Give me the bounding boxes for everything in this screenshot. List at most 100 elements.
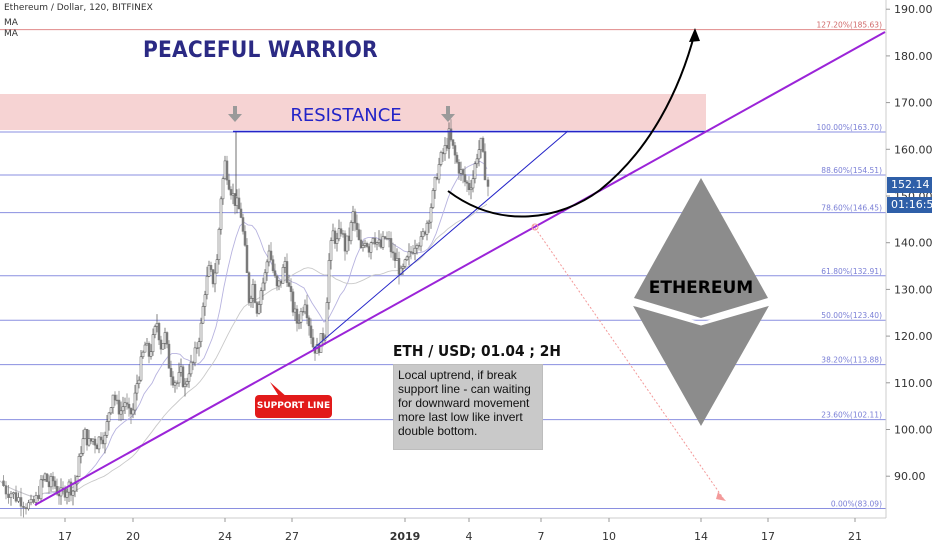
x-tick-label: 24 <box>218 530 232 543</box>
candle-body <box>29 499 33 504</box>
candle-body <box>153 326 157 335</box>
candle-body <box>219 198 223 230</box>
candle-body <box>53 480 57 487</box>
candle-body <box>441 152 445 155</box>
candle-body <box>217 228 221 260</box>
candle-body <box>309 325 313 338</box>
candle-body <box>285 261 289 283</box>
candle-body <box>429 207 433 223</box>
price-axis[interactable]: 90.00100.00110.00120.00130.00140.00150.0… <box>886 3 932 483</box>
indicator-label[interactable]: MA <box>4 18 18 28</box>
candle-body <box>71 490 75 496</box>
y-tick-label: 100.00 <box>894 424 932 437</box>
projection-line <box>532 224 724 499</box>
candle-body <box>157 323 161 341</box>
candle-body <box>239 208 243 218</box>
candle-body <box>379 239 383 248</box>
candle-body <box>299 311 303 323</box>
indicator-label[interactable]: MA <box>4 29 18 39</box>
candle-body <box>369 242 373 253</box>
y-tick-label: 170.00 <box>894 97 932 110</box>
candle-body <box>397 258 401 275</box>
candle-body <box>401 266 405 269</box>
candle-body <box>461 169 465 175</box>
candle-body <box>32 499 35 503</box>
candle-body <box>151 334 155 353</box>
candle-body <box>483 151 487 181</box>
ethereum-logo: ETHEREUM <box>631 178 771 426</box>
candle-body <box>259 290 263 305</box>
candle-body <box>125 402 129 405</box>
time-axis[interactable]: 17 20 24 27 2019 4 7 10 14 17 21 <box>58 518 862 543</box>
y-tick-label: 160.00 <box>894 143 932 156</box>
candle-body <box>14 492 18 502</box>
candle-body <box>121 406 125 412</box>
candle-body <box>12 492 15 495</box>
y-tick-label: 140.00 <box>894 237 932 250</box>
candle-body <box>365 243 369 247</box>
candle-body <box>363 243 367 246</box>
candle-body <box>227 179 231 190</box>
candle-body <box>127 403 131 409</box>
x-tick-label: 17 <box>58 530 72 543</box>
candle-body <box>339 228 343 234</box>
candle-body <box>65 491 69 498</box>
resistance-zone <box>0 94 706 130</box>
candle-body <box>479 137 483 151</box>
arrow-down-icon <box>441 106 455 122</box>
candle-body <box>415 245 419 249</box>
candle-body <box>457 162 461 174</box>
candle-body <box>395 258 399 261</box>
candle-body <box>403 259 407 267</box>
x-tick-label: 14 <box>694 530 708 543</box>
candle-body <box>51 476 55 482</box>
candle-body <box>57 493 61 497</box>
candle-body <box>471 178 475 189</box>
candle-body <box>345 235 349 252</box>
candle-body <box>199 322 203 342</box>
idea-title: PEACEFUL WARRIOR <box>143 38 378 63</box>
candle-body <box>137 379 141 384</box>
candle-body <box>179 366 183 373</box>
candle-body <box>209 265 213 270</box>
candle-body <box>22 506 25 508</box>
candle-body <box>371 237 375 244</box>
candle-body <box>373 237 377 245</box>
candle-body <box>349 222 353 242</box>
candle-body <box>413 247 417 254</box>
candle-body <box>211 269 215 285</box>
candle-body <box>347 235 351 242</box>
candle-body <box>249 298 253 303</box>
fib-level-label: 78.60%(146.45) <box>821 204 882 213</box>
local-uptrend-line[interactable] <box>312 130 569 350</box>
candle-body <box>291 291 295 313</box>
candle-body <box>475 158 479 165</box>
candle-body <box>477 149 481 160</box>
y-tick-label: 120.00 <box>894 330 932 343</box>
arrow-down-icon <box>228 106 242 122</box>
candle-body <box>187 373 191 382</box>
candle-body <box>425 222 429 235</box>
candle-body <box>185 381 189 385</box>
candle-body <box>357 229 361 241</box>
candle-body <box>213 272 217 285</box>
candle-body <box>263 272 267 284</box>
candle-body <box>325 302 329 338</box>
y-tick-label: 110.00 <box>894 377 932 390</box>
candle-body <box>451 139 455 146</box>
support-trendline[interactable] <box>34 31 886 506</box>
candle-body <box>419 236 423 247</box>
candle-body <box>353 211 357 224</box>
candle-body <box>449 128 453 140</box>
candle-body <box>303 304 307 313</box>
candle-body <box>269 250 273 260</box>
candle-body <box>161 343 165 350</box>
candle-body <box>343 233 347 252</box>
candle-body <box>241 217 245 232</box>
candle-body <box>123 402 127 408</box>
candle-body <box>171 376 175 386</box>
candle-body <box>24 507 28 510</box>
candle-body <box>99 436 103 441</box>
